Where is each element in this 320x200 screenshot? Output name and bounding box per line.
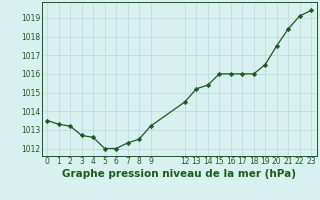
X-axis label: Graphe pression niveau de la mer (hPa): Graphe pression niveau de la mer (hPa): [62, 169, 296, 179]
